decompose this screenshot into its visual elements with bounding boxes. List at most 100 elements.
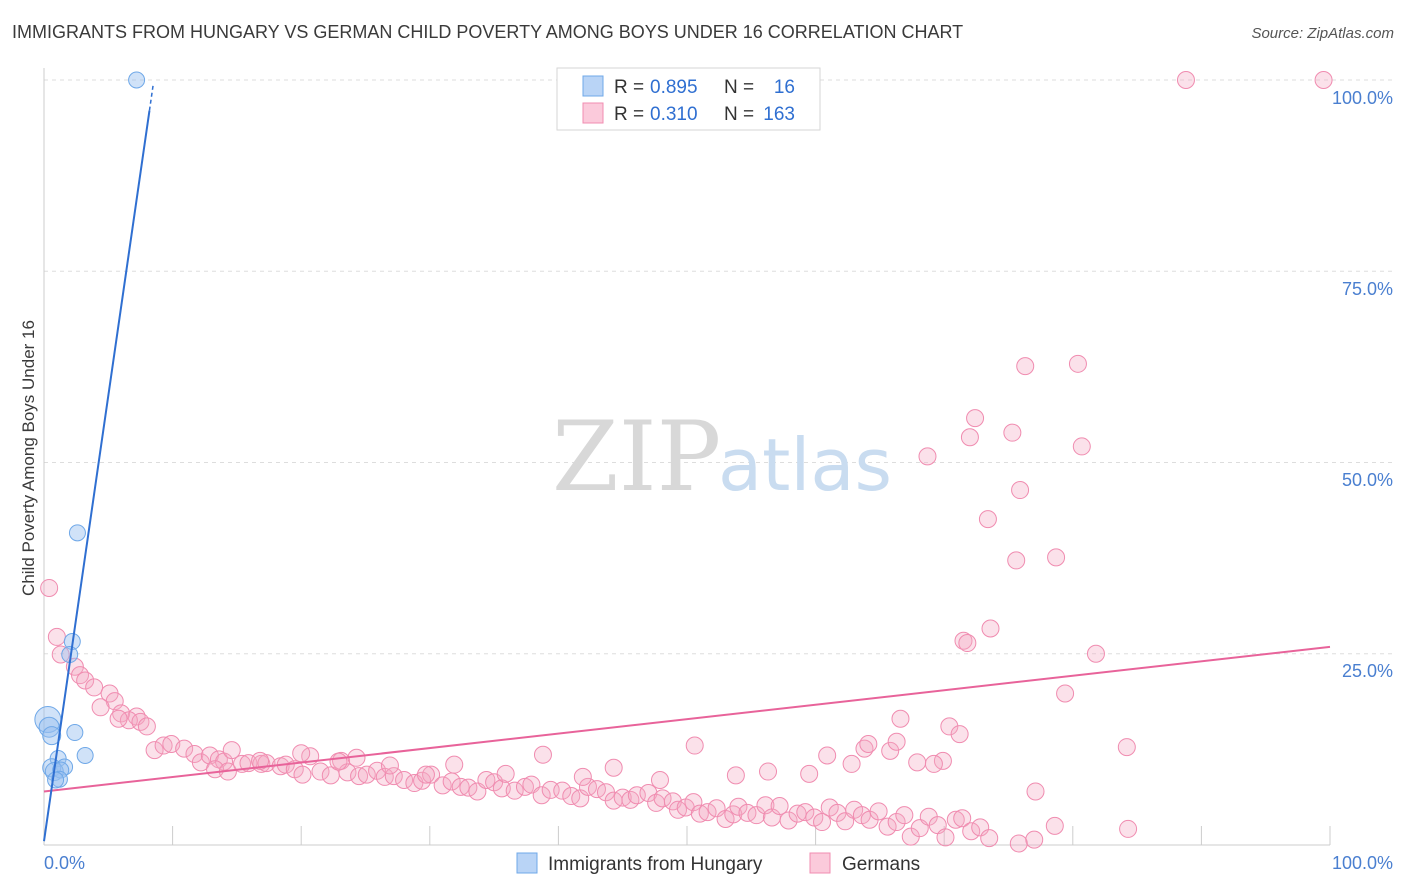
germans-point [962, 822, 981, 841]
germans-point [1176, 71, 1195, 89]
germans-point [604, 758, 623, 777]
germans-point [940, 717, 959, 736]
germans-point [293, 765, 312, 784]
germans-point [1072, 437, 1091, 456]
germans-point [946, 810, 965, 829]
germans-point [1009, 834, 1028, 853]
germans-point [759, 762, 778, 781]
germans-point [433, 776, 452, 795]
x-tick-label-min: 0.0% [44, 853, 85, 873]
germans-point [690, 804, 709, 823]
germans-point [958, 634, 977, 653]
germans-point [1011, 481, 1030, 500]
hungary-point [47, 771, 65, 789]
x-ticks [172, 826, 1331, 845]
germans-point [639, 783, 658, 802]
germans-point [357, 765, 376, 784]
hungary-point [128, 71, 146, 89]
germans-point [145, 741, 164, 760]
germans-point [936, 828, 955, 847]
y-tick-label-100: 100.0% [1332, 88, 1393, 108]
germans-point [842, 754, 861, 773]
germans-point [770, 796, 789, 815]
germans-point [384, 767, 403, 786]
germans-point [380, 756, 399, 775]
germans-point [51, 645, 70, 664]
germans-point [395, 770, 414, 789]
germans-point [573, 767, 592, 786]
hungary-point [42, 726, 62, 746]
germans-point [71, 666, 90, 685]
legend-r-label-2: R = [614, 104, 644, 125]
germans-point [981, 619, 1000, 638]
germans-point [496, 764, 515, 783]
germans-point [76, 671, 95, 690]
legend-n-label-2: N = [724, 104, 754, 125]
watermark-atlas: atlas [718, 423, 892, 507]
germans-point [416, 765, 435, 784]
y-tick-label-25: 25.0% [1342, 661, 1393, 681]
germans-point [1117, 738, 1136, 757]
legend-r-label-1: R = [614, 77, 644, 98]
germans-point [788, 804, 807, 823]
hungary-point [66, 724, 84, 742]
germans-points [40, 71, 1333, 853]
bottom-legend-swatch-germans [809, 852, 831, 874]
germans-point [950, 725, 969, 744]
legend-r-value-2: 0.310 [650, 104, 698, 125]
germans-point [109, 709, 128, 728]
trend-lines [43, 83, 1331, 842]
germans-point [451, 777, 470, 796]
germans-point [887, 732, 906, 751]
germans-point [445, 755, 464, 774]
germans-point [796, 803, 815, 822]
germans-point [91, 698, 110, 717]
germans-point [924, 754, 943, 773]
germans-point [1119, 819, 1138, 838]
y-tick-label-50: 50.0% [1342, 470, 1393, 490]
germans-point [1047, 548, 1066, 567]
germans-point [1045, 816, 1064, 835]
germans-point [878, 817, 897, 836]
bottom-legend-label-hungary: Immigrants from Hungary [548, 854, 763, 875]
germans-point [1314, 71, 1333, 89]
germans-point [175, 739, 194, 758]
chart-source: Source: ZipAtlas.com [1251, 25, 1394, 42]
legend-swatch-hungary [582, 75, 604, 97]
legend-r-value-1: 0.895 [650, 77, 698, 98]
hungary-point [52, 761, 70, 779]
germans-point [747, 806, 766, 825]
y-axis-label: Child Poverty Among Boys Under 16 [19, 320, 38, 596]
germans-point [1025, 830, 1044, 849]
germans-point [1068, 354, 1087, 373]
germans-point [891, 709, 910, 728]
germans-point [698, 803, 717, 822]
germans-point [375, 767, 394, 786]
germans-point [653, 789, 672, 808]
watermark: ZIP atlas [552, 401, 892, 513]
germans-point [85, 678, 104, 697]
germans-point [47, 627, 66, 646]
germans-point [112, 704, 131, 723]
germans-point [960, 428, 979, 447]
bottom-legend: Immigrants from Hungary Germans [516, 852, 920, 875]
germans-point [137, 717, 156, 736]
germans-point [1016, 357, 1035, 376]
germans-point [533, 745, 552, 764]
hungary-trend-line [43, 110, 151, 842]
legend-n-value-1: 16 [774, 77, 795, 98]
legend-n-value-2: 163 [763, 104, 795, 125]
germans-point [553, 781, 572, 800]
germans-point [627, 786, 646, 805]
germans-point [1086, 644, 1105, 663]
germans-point [684, 793, 703, 812]
germans-point [729, 797, 748, 816]
chart-title: IMMIGRANTS FROM HUNGARY VS GERMAN CHILD … [12, 22, 963, 42]
germans-point [813, 813, 832, 832]
germans-point [895, 806, 914, 825]
hungary-point [68, 524, 86, 542]
germans-point [329, 752, 348, 771]
germans-point [1026, 782, 1045, 801]
watermark-zip: ZIP [552, 401, 721, 513]
